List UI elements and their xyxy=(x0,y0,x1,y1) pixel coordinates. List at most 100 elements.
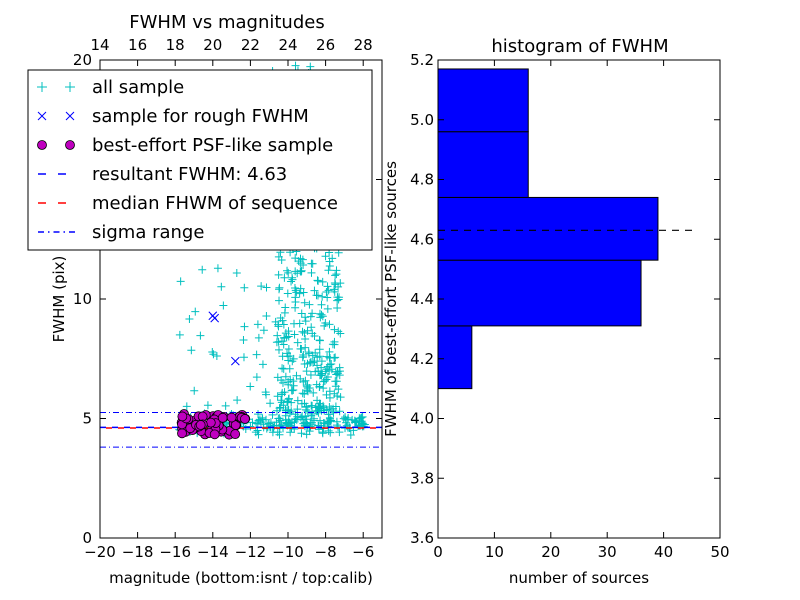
all-sample-point xyxy=(323,293,332,302)
all-sample-point xyxy=(284,345,293,354)
all-sample-point xyxy=(357,413,366,422)
all-sample-point xyxy=(283,397,292,406)
all-sample-point xyxy=(303,381,312,390)
all-sample-point xyxy=(322,375,331,384)
all-sample-point xyxy=(306,371,315,380)
histogram-bar xyxy=(437,68,529,133)
all-sample-point xyxy=(176,277,185,286)
all-sample-point xyxy=(310,286,319,295)
all-sample-point xyxy=(323,362,332,371)
all-sample-point xyxy=(287,277,296,286)
all-sample-point xyxy=(334,327,343,336)
histogram-x-label: number of sources xyxy=(509,569,649,587)
all-sample-point xyxy=(310,414,318,423)
histogram-panel: histogram of FWHM 0 10 20 30 40 50 3.6 3.8 4.0 4… xyxy=(382,36,730,587)
all-sample-point xyxy=(318,292,327,301)
all-sample-point xyxy=(248,418,257,427)
scatter-top-tick-label: 16 xyxy=(128,36,147,54)
all-sample-point xyxy=(280,273,289,282)
all-sample-point xyxy=(306,312,315,321)
all-sample-point xyxy=(255,415,264,424)
all-sample-point xyxy=(307,323,316,332)
all-sample-point xyxy=(219,301,228,310)
scatter-top-tick-label: 20 xyxy=(203,36,222,54)
scatter-y-tick-label: 5 xyxy=(82,410,92,428)
histogram-x-tick-label: 10 xyxy=(485,543,504,561)
all-sample-point xyxy=(254,333,263,342)
all-sample-point xyxy=(324,426,333,435)
scatter-title: FWHM vs magnitudes xyxy=(129,12,324,33)
all-sample-point xyxy=(278,316,287,325)
rough-fwhm-point xyxy=(210,313,220,323)
all-sample-point xyxy=(266,418,275,427)
histogram-y-tick-label: 4.6 xyxy=(410,230,434,248)
psf-sample-point xyxy=(230,420,241,430)
all-sample-point xyxy=(254,410,263,419)
all-sample-point xyxy=(217,282,226,291)
legend-label-rough-fwhm: sample for rough FWHM xyxy=(92,106,309,127)
all-sample-point xyxy=(351,417,360,426)
all-sample-point xyxy=(296,344,305,353)
histogram-x-tick-label: 40 xyxy=(654,543,673,561)
all-sample-point xyxy=(330,389,339,398)
all-sample-point xyxy=(262,283,271,292)
psf-sample-point xyxy=(195,420,206,430)
legend-label-all-sample: all sample xyxy=(92,77,184,98)
all-sample-point xyxy=(305,300,314,309)
all-sample-point xyxy=(278,352,287,361)
scatter-top-tick-label: 18 xyxy=(166,36,185,54)
all-sample-point xyxy=(320,406,329,415)
all-sample-point xyxy=(300,298,309,307)
all-sample-point xyxy=(275,296,284,305)
histogram-x-ticks: 0 10 20 30 40 50 xyxy=(433,60,730,561)
all-sample-point xyxy=(281,303,290,312)
all-sample-point xyxy=(275,430,284,439)
all-sample-point xyxy=(303,407,312,416)
all-sample-point xyxy=(302,367,311,376)
all-sample-point xyxy=(296,413,305,422)
all-sample-point xyxy=(301,317,310,326)
all-sample-point xyxy=(291,61,300,70)
scatter-y-tick-label: 10 xyxy=(73,290,92,308)
legend-plus-marker xyxy=(37,82,47,92)
all-sample-point xyxy=(291,286,300,295)
all-sample-point xyxy=(287,398,296,407)
all-sample-point xyxy=(309,358,318,367)
all-sample-point xyxy=(291,414,300,423)
legend-x-marker xyxy=(65,111,75,121)
scatter-top-tick-label: 24 xyxy=(278,36,297,54)
all-sample-point xyxy=(175,330,184,339)
all-sample-point xyxy=(277,398,286,407)
histogram-plot-area xyxy=(437,68,698,390)
all-sample-point xyxy=(318,277,327,286)
all-sample-point xyxy=(316,313,325,322)
all-sample-point xyxy=(279,340,288,349)
all-sample-point xyxy=(326,428,335,437)
all-sample-point xyxy=(331,377,340,386)
all-sample-point xyxy=(297,429,306,438)
legend-label-sigma-range: sigma range xyxy=(92,222,204,243)
all-sample-point xyxy=(323,282,332,291)
all-sample-point xyxy=(299,377,308,386)
all-sample-point xyxy=(307,268,316,277)
all-sample-point xyxy=(341,413,350,422)
all-sample-point xyxy=(331,271,340,280)
all-sample-point xyxy=(313,361,322,370)
all-sample-point xyxy=(288,386,297,395)
all-sample-point xyxy=(278,388,287,397)
psf-sample-point xyxy=(240,414,250,424)
all-sample-point xyxy=(308,409,317,418)
histogram-y-ticks: 3.6 3.8 4.0 4.2 4.4 4.6 4.8 5.0 5.2 xyxy=(410,51,720,547)
all-sample-point xyxy=(233,396,242,405)
legend-circle-marker xyxy=(65,140,75,150)
all-sample-point xyxy=(273,392,282,401)
all-sample-point xyxy=(277,256,286,265)
all-sample-point xyxy=(321,252,330,261)
all-sample-point xyxy=(316,371,325,380)
all-sample-point xyxy=(325,320,334,329)
histogram-y-tick-label: 4.4 xyxy=(410,290,434,308)
all-sample-point xyxy=(291,267,300,276)
all-sample-point xyxy=(315,345,324,354)
psf-sample-point xyxy=(205,417,216,428)
all-sample-point xyxy=(325,413,334,422)
